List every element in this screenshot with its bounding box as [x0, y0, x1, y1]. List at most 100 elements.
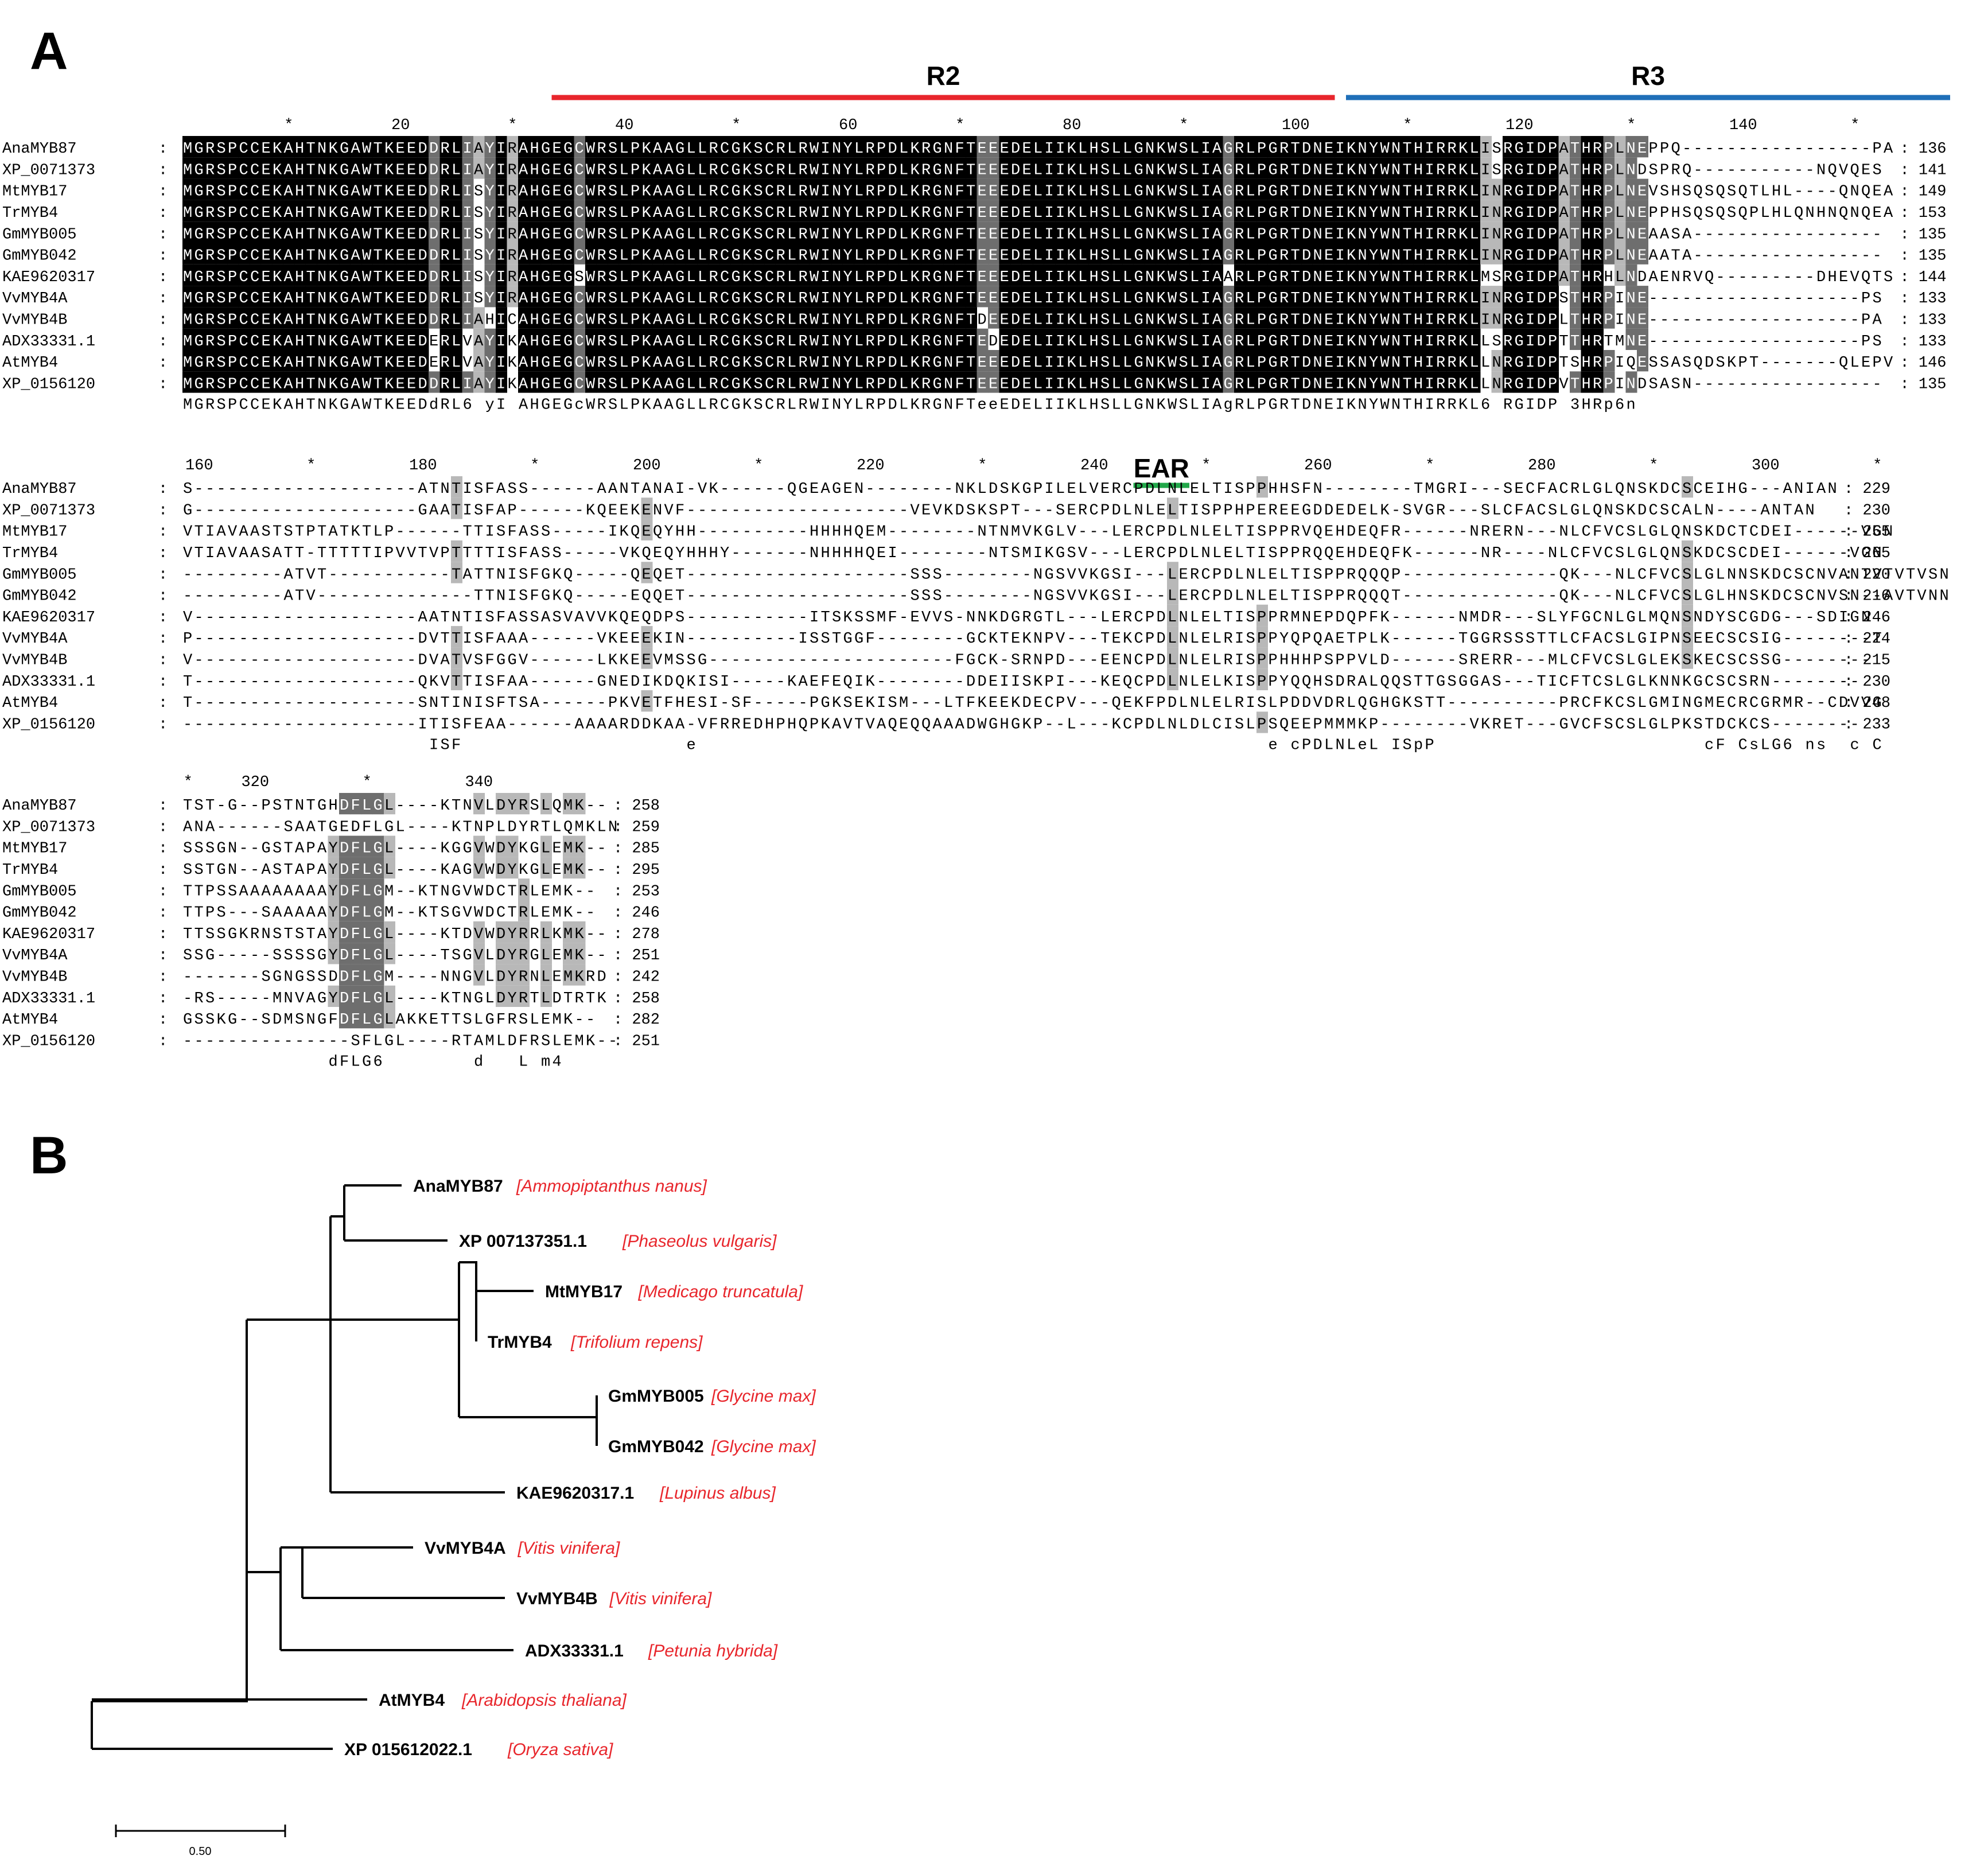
sequence-end-position: : 220 — [1844, 566, 1890, 584]
conservation-cell — [193, 200, 205, 222]
sequence-end-position: : 246 — [613, 905, 660, 922]
conservation-cell — [305, 286, 317, 308]
conservation-cell — [317, 221, 328, 243]
ruler-star: * — [363, 774, 372, 791]
separator: : — [158, 652, 168, 669]
sequence-name: VvMYB4B — [2, 652, 67, 669]
panel-b-label: B — [30, 1126, 68, 1185]
sequence-name: AtMYB4 — [2, 695, 58, 712]
ruler-star: * — [978, 457, 987, 474]
sequence-end-position: : 135 — [1900, 376, 1947, 393]
ruler-number: 340 — [465, 774, 493, 791]
leaf-species: [Trifolium repens] — [570, 1333, 703, 1352]
conservation-cell — [238, 221, 250, 243]
sequence-end-position: : 224 — [1844, 631, 1890, 648]
ruler-number: 180 — [409, 457, 437, 474]
sequence-name: KAE9620317 — [2, 926, 95, 943]
separator: : — [158, 355, 168, 372]
conservation-cell — [372, 157, 384, 179]
leaf-label: GmMYB005 — [608, 1387, 704, 1406]
conservation-cell — [250, 221, 261, 243]
conservation-cell — [328, 178, 340, 200]
ruler-star: * — [1649, 457, 1658, 474]
conservation-cell — [339, 200, 351, 222]
conservation-cell — [216, 328, 228, 350]
conservation-cell — [182, 328, 194, 350]
ruler-star: * — [184, 774, 193, 791]
conservation-cell — [305, 307, 317, 329]
conservation-cell — [216, 243, 228, 265]
conservation-cell — [250, 350, 261, 372]
sequence-name: XP_0071373 — [2, 819, 95, 836]
conservation-cell — [205, 243, 216, 265]
conservation-cell — [260, 371, 273, 393]
conservation-cell — [361, 221, 373, 243]
conservation-cell — [227, 157, 239, 179]
sequence-name: GmMYB005 — [2, 566, 77, 584]
conservation-cell — [216, 371, 228, 393]
conservation-cell — [372, 200, 384, 222]
conservation-cell — [350, 307, 362, 329]
conservation-cell — [260, 178, 273, 200]
conservation-cell — [328, 221, 340, 243]
sequence-name: AtMYB4 — [2, 355, 58, 372]
conservation-cell — [339, 157, 351, 179]
sequence-name: XP_0071373 — [2, 162, 95, 179]
conservation-cell — [294, 243, 306, 265]
conservation-cell — [283, 371, 295, 393]
conservation-cell — [339, 350, 351, 372]
conservation-cell — [238, 243, 250, 265]
conservation-cell — [227, 328, 239, 350]
conservation-cell — [193, 243, 205, 265]
conservation-cell — [328, 200, 340, 222]
conservation-cell — [361, 328, 373, 350]
conservation-cell — [350, 350, 362, 372]
conservation-cell — [328, 136, 340, 158]
conservation-cell — [317, 371, 328, 393]
conservation-cell — [350, 200, 362, 222]
conservation-cell — [205, 178, 216, 200]
conservation-cell — [350, 264, 362, 286]
conservation-cell — [294, 264, 306, 286]
conservation-cell — [216, 200, 228, 222]
ruler-number: 240 — [1080, 457, 1108, 474]
conservation-cell — [193, 264, 205, 286]
ruler-star: * — [1403, 117, 1412, 134]
conservation-cell — [372, 371, 384, 393]
sequence-name: KAE9620317 — [2, 269, 95, 286]
separator: : — [158, 162, 168, 179]
conservation-cell — [283, 328, 295, 350]
conservation-cell — [305, 136, 317, 158]
conservation-cell — [260, 350, 273, 372]
leaf-label: GmMYB042 — [608, 1437, 704, 1456]
ruler-number: 120 — [1505, 117, 1534, 134]
conservation-cell — [272, 221, 283, 243]
conservation-cell — [384, 157, 395, 179]
conservation-cell — [216, 157, 228, 179]
conservation-cell — [238, 286, 250, 308]
conservation-cell — [339, 136, 351, 158]
separator: : — [158, 947, 168, 964]
ruler-number: 40 — [615, 117, 633, 134]
conservation-cell — [283, 200, 295, 222]
conservation-cell — [361, 307, 373, 329]
domain-label-r2: R2 — [927, 61, 960, 91]
conservation-cell — [384, 200, 395, 222]
conservation-cell — [294, 307, 306, 329]
conservation-cell — [238, 328, 250, 350]
separator: : — [158, 588, 168, 605]
conservation-cell — [216, 221, 228, 243]
conservation-cell — [250, 286, 261, 308]
conservation-cell — [305, 243, 317, 265]
conservation-cell — [384, 328, 395, 350]
conservation-cell — [361, 286, 373, 308]
separator: : — [158, 502, 168, 519]
domain-label-r3: R3 — [1631, 61, 1665, 91]
conservation-cell — [305, 178, 317, 200]
conservation-cell — [317, 178, 328, 200]
conservation-cell — [384, 371, 395, 393]
separator: : — [158, 333, 168, 351]
conservation-cell — [317, 350, 328, 372]
